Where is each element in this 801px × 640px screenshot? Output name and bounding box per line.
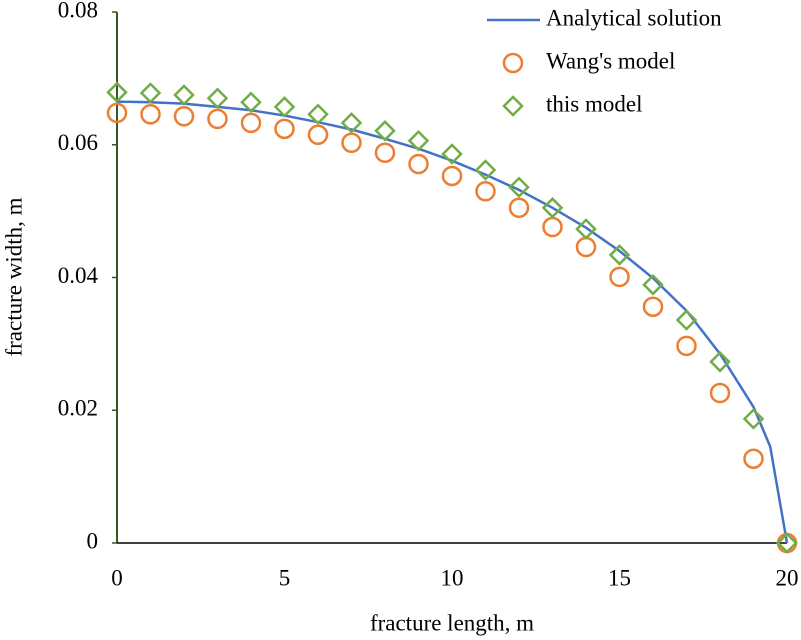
circle-marker [642, 296, 664, 317]
circle-marker [542, 216, 563, 238]
circle-marker [441, 165, 463, 187]
circle-marker [341, 132, 362, 154]
diamond-marker [307, 103, 329, 125]
circle-marker [140, 103, 161, 125]
diamond-marker [374, 120, 396, 142]
circle-marker [173, 105, 195, 127]
diamond-marker [675, 309, 698, 331]
y-tick-label: 0 [87, 528, 99, 553]
legend-label: Analytical solution [546, 5, 722, 30]
y-tick-label: 0.06 [58, 130, 98, 155]
x-tick-label: 15 [608, 565, 631, 590]
x-tick-label: 20 [776, 565, 799, 590]
y-tick-label: 0.02 [58, 396, 98, 421]
diamond-marker [240, 91, 262, 114]
circle-marker [676, 335, 697, 357]
diamond-marker [106, 81, 128, 104]
diamond-marker [709, 351, 731, 373]
diamond-marker [642, 274, 664, 296]
diamond-marker [742, 408, 765, 430]
x-tick-label: 10 [441, 565, 464, 590]
legend-marker [502, 95, 524, 117]
diamond-marker [541, 197, 564, 219]
circle-marker [408, 153, 429, 175]
circle-marker [609, 266, 630, 288]
diamond-marker [508, 176, 530, 198]
diamond-marker [407, 130, 430, 152]
circle-marker [475, 180, 496, 202]
circle-marker [274, 118, 295, 140]
circle-marker [575, 236, 597, 258]
diamond-marker [776, 532, 798, 554]
x-tick-label: 5 [279, 565, 291, 590]
diamond-marker [474, 159, 497, 181]
diamond-marker [173, 84, 195, 106]
diamond-marker [441, 143, 463, 165]
diamond-marker [206, 87, 229, 110]
diamond-marker [608, 244, 631, 266]
legend-marker [502, 52, 524, 74]
x-axis-label: fracture length, m [370, 610, 534, 635]
diamond-marker [273, 96, 296, 118]
circle-marker [743, 448, 764, 469]
line-series [116, 100, 789, 544]
circle-marker [374, 142, 396, 163]
diamond-marker [340, 112, 363, 134]
diamond-marker [575, 218, 597, 240]
legend-label: Wang's model [546, 48, 675, 73]
circle-marker [207, 108, 228, 130]
circle-marker [709, 382, 731, 404]
x-tick-label: 0 [111, 565, 123, 590]
y-tick-label: 0.04 [58, 263, 99, 288]
diamond-marker [139, 82, 162, 104]
y-axis-label: fracture width, m [1, 197, 26, 356]
circle-marker [307, 124, 329, 146]
circle-marker [508, 197, 530, 219]
circle-marker [106, 102, 128, 124]
circle-marker [240, 112, 262, 134]
legend-label: this model [546, 91, 642, 116]
y-tick-label: 0.08 [58, 0, 98, 22]
